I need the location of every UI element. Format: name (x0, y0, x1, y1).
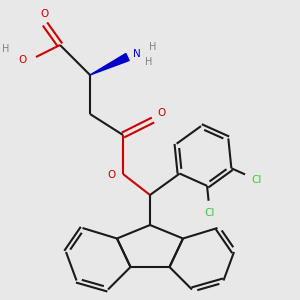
Text: H: H (149, 41, 157, 52)
Text: Cl: Cl (251, 175, 262, 184)
Text: O: O (40, 8, 49, 19)
Text: Cl: Cl (205, 208, 215, 218)
Text: O: O (107, 170, 116, 181)
Text: H: H (146, 56, 153, 67)
Polygon shape (90, 53, 129, 75)
Text: O: O (18, 55, 27, 65)
Text: O: O (158, 107, 166, 118)
Text: N: N (133, 49, 140, 59)
Text: H: H (2, 44, 10, 55)
